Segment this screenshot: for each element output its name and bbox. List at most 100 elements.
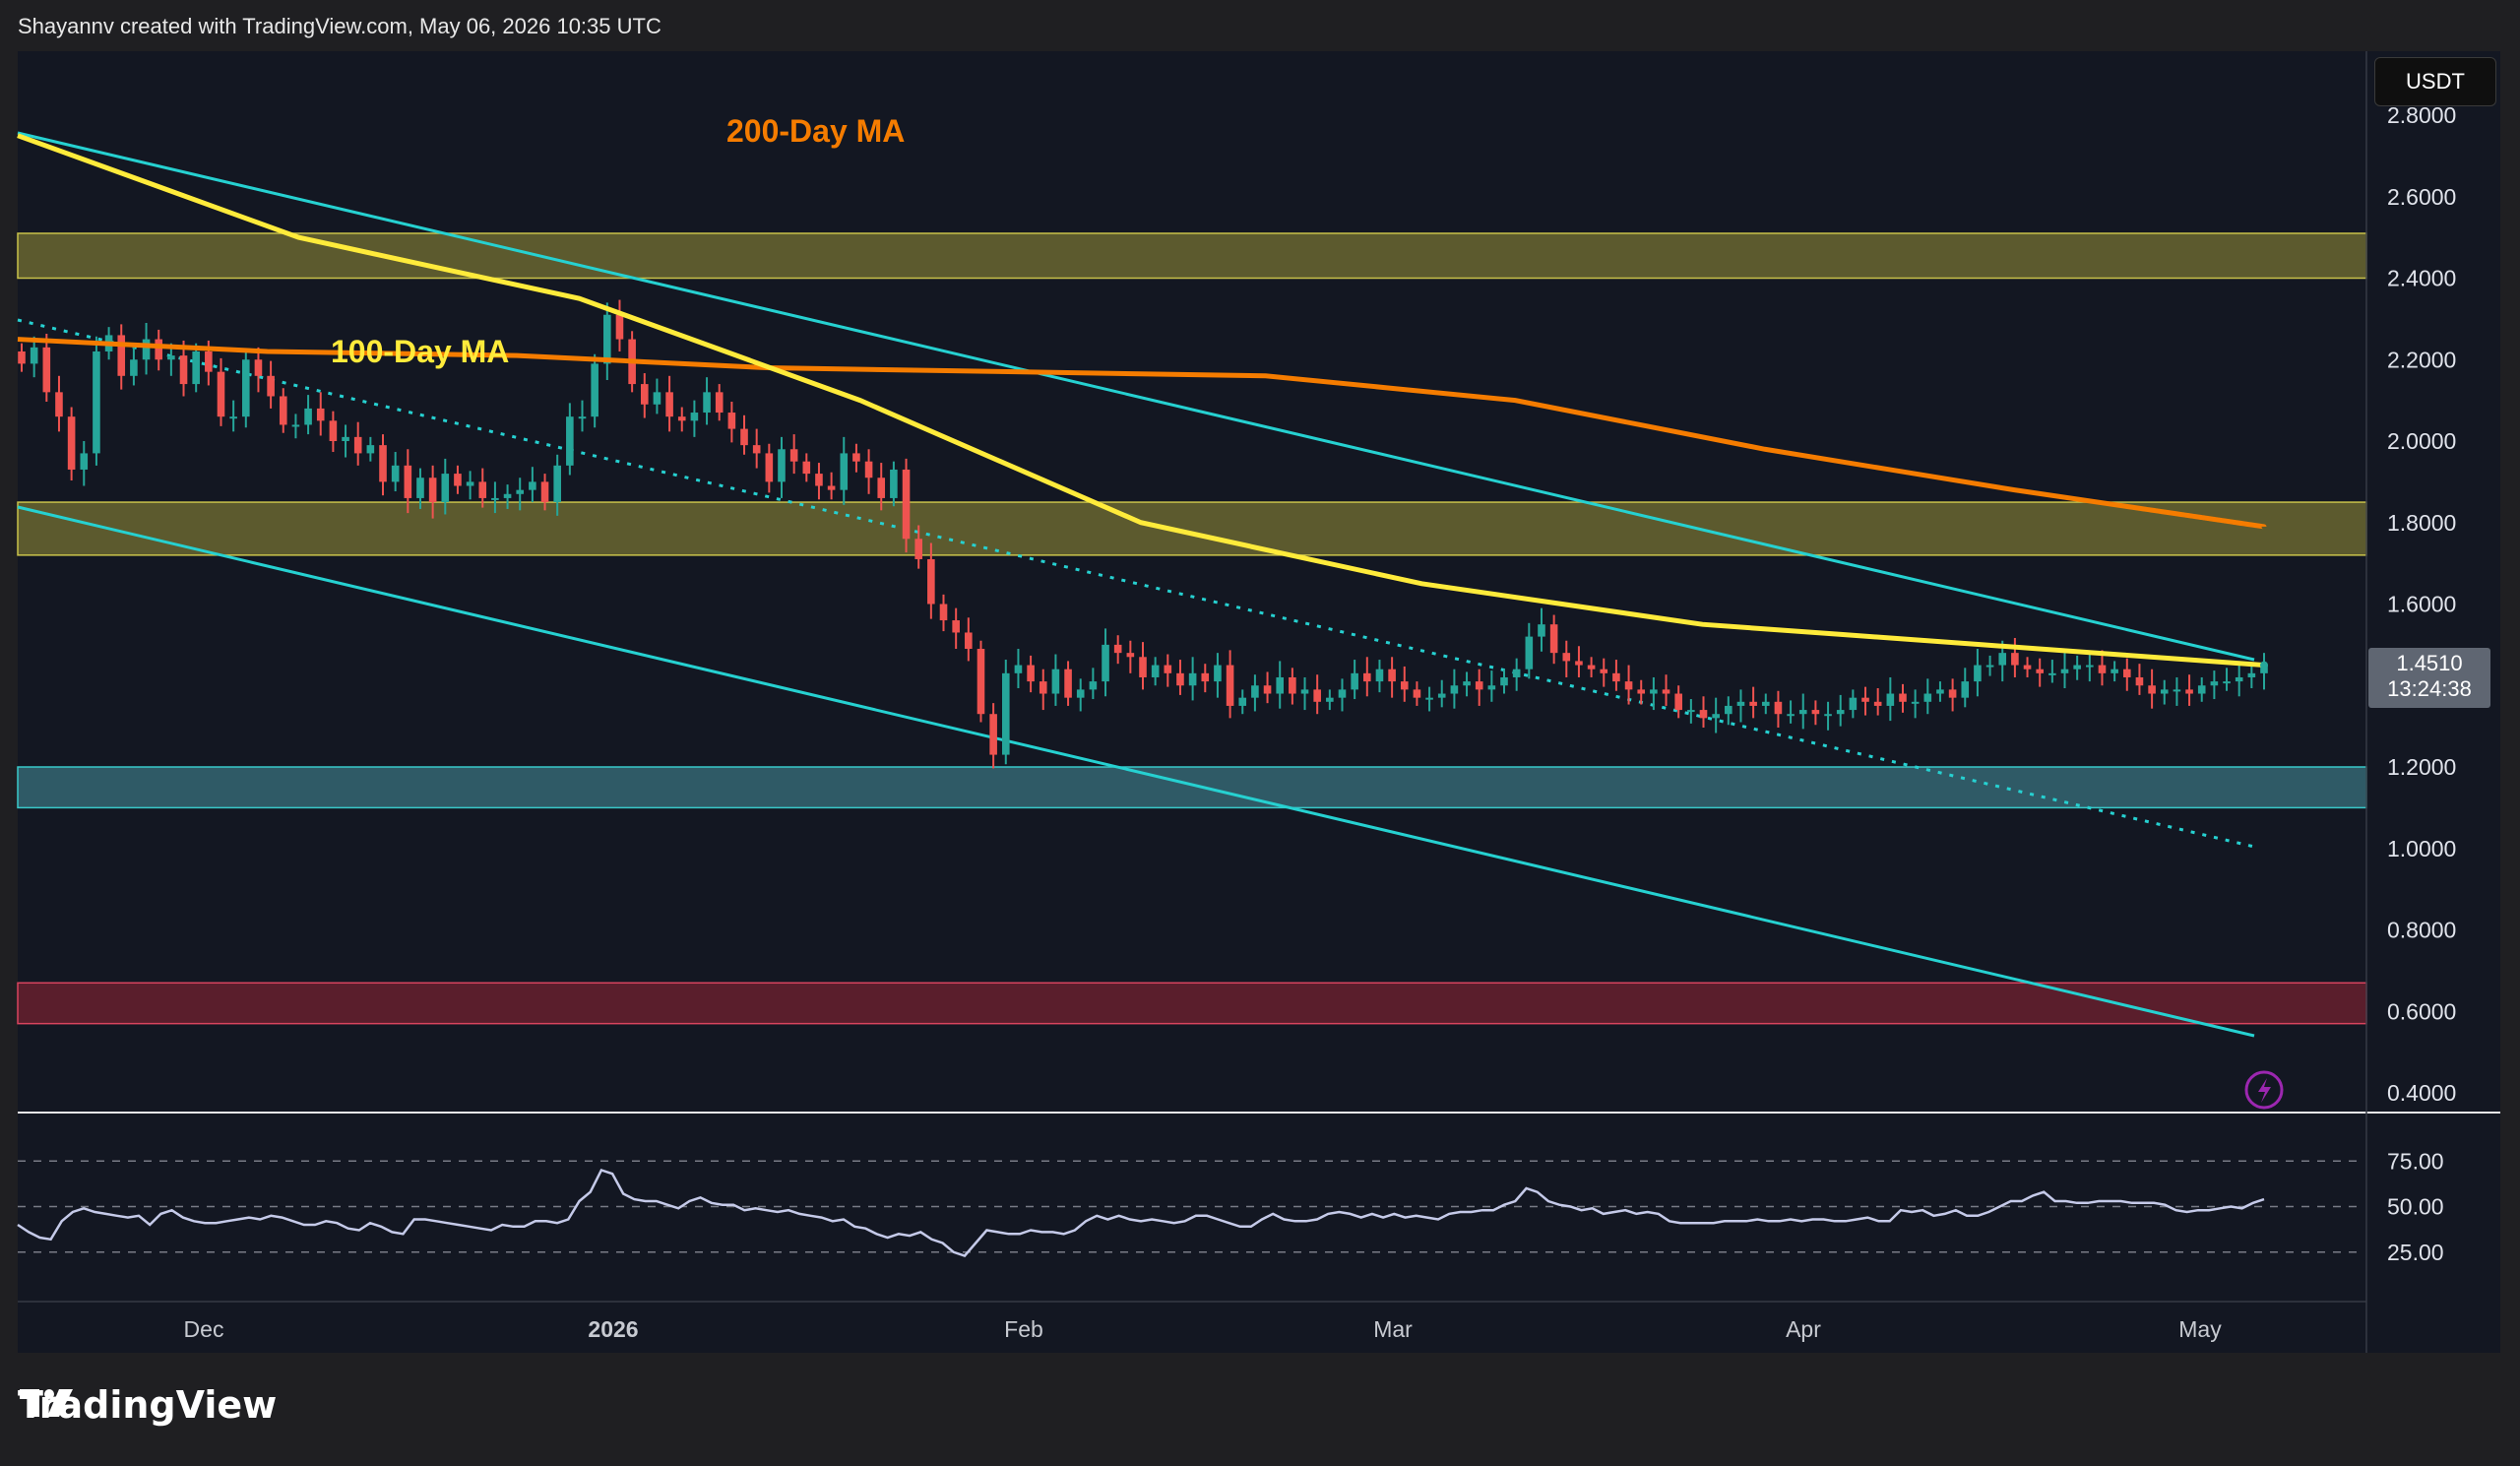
candle-body xyxy=(1948,689,1957,698)
candle-body xyxy=(2073,665,2081,669)
candle-body xyxy=(1674,693,1682,711)
candle-body xyxy=(852,453,860,462)
channel-upper-line xyxy=(17,131,2255,662)
zone-teal-2 xyxy=(17,766,2367,809)
candle-body xyxy=(2098,665,2107,673)
candle-body xyxy=(1974,665,1982,682)
candle-body xyxy=(877,478,886,498)
candle-body xyxy=(2023,665,2032,669)
candle-body xyxy=(42,347,51,393)
candle-body xyxy=(965,632,973,650)
candle-body xyxy=(267,375,275,397)
candle-body xyxy=(1849,697,1858,711)
candle-body xyxy=(2160,689,2169,694)
candle-body xyxy=(2235,676,2243,682)
candle-body xyxy=(1463,681,1471,686)
ma100-label: 100-Day MA xyxy=(331,334,509,369)
candle-body xyxy=(1437,693,1446,698)
candle-body xyxy=(454,474,462,486)
candle-body xyxy=(30,347,38,364)
currency-selector[interactable]: USDT xyxy=(2374,57,2496,106)
rsi-line xyxy=(17,1168,2265,1257)
candle-body xyxy=(653,392,662,405)
candle-body xyxy=(117,335,126,376)
candle-body xyxy=(1774,701,1783,715)
candle-body xyxy=(1238,697,1247,706)
candle-body xyxy=(2223,681,2231,684)
tradingview-brand[interactable]: TradingView xyxy=(18,1383,277,1427)
candle-body xyxy=(130,359,138,376)
candle-body xyxy=(1624,681,1633,690)
candle-body xyxy=(703,392,711,414)
candle-body xyxy=(591,363,598,417)
candle-body xyxy=(1001,672,1010,755)
candle-body xyxy=(1936,689,1944,694)
candle-body xyxy=(428,478,437,503)
channel-lower-line xyxy=(17,505,2255,1038)
candle-body xyxy=(1027,665,1035,682)
candle-body xyxy=(1139,657,1147,677)
candle-body xyxy=(1338,689,1347,698)
price-tick-label: 0.6000 xyxy=(2387,998,2456,1024)
candle-body xyxy=(864,461,873,478)
candle-body xyxy=(1899,693,1907,702)
candle-body xyxy=(1650,689,1658,694)
candle-body xyxy=(540,481,549,503)
zone-yellow-1 xyxy=(17,501,2367,556)
candle-body xyxy=(890,469,898,498)
candle-body xyxy=(1861,697,1869,702)
lightning-icon xyxy=(2258,1078,2271,1103)
candle-body xyxy=(179,355,188,385)
candle-body xyxy=(1923,693,1932,702)
lightning-icon-ring xyxy=(2244,1070,2284,1110)
candle-body xyxy=(1612,672,1620,682)
candle-body xyxy=(93,351,100,454)
candle-body xyxy=(1064,669,1072,698)
candle-body xyxy=(1562,653,1571,662)
candle-body xyxy=(1538,624,1545,637)
candle-body xyxy=(1263,685,1272,694)
candle-body xyxy=(1487,685,1496,690)
candle-body xyxy=(205,351,213,372)
channel-mid-dotted-line xyxy=(17,318,2255,849)
last-price-value: 1.4510 xyxy=(2396,651,2463,675)
price-tick-label: 2.6000 xyxy=(2387,184,2456,210)
candle-body xyxy=(1300,689,1309,694)
candle-body xyxy=(1985,665,1994,668)
candle-body xyxy=(902,469,911,540)
candle-body xyxy=(778,449,786,482)
candle-body xyxy=(1113,644,1122,654)
candle-body xyxy=(1873,701,1882,706)
candle-body xyxy=(1188,672,1197,686)
candle-body xyxy=(2048,672,2056,675)
candle-body xyxy=(1475,681,1483,690)
candle-body xyxy=(765,453,774,482)
rsi-tick-label: 50.00 xyxy=(2387,1194,2444,1220)
candle-body xyxy=(404,465,412,498)
candle-body xyxy=(1600,669,1608,673)
candle-body xyxy=(1811,710,1820,715)
candle-body xyxy=(1500,676,1508,686)
candle-body xyxy=(578,416,587,419)
candle-body xyxy=(1575,661,1583,666)
candle-body xyxy=(2110,669,2118,673)
candle-body xyxy=(1226,665,1234,706)
candle-body xyxy=(1836,710,1845,715)
zone-red-3 xyxy=(17,982,2367,1025)
candle-body xyxy=(1276,676,1285,694)
candle-body xyxy=(566,416,574,466)
candle-body xyxy=(1749,701,1757,706)
candle-body xyxy=(677,416,686,421)
price-tick-label: 1.2000 xyxy=(2387,754,2456,780)
candle-body xyxy=(1151,665,1160,677)
candle-body xyxy=(1251,685,1259,698)
candle-body xyxy=(939,604,948,621)
time-tick-label: Feb xyxy=(1004,1316,1043,1342)
candle-body xyxy=(529,481,536,490)
candle-body xyxy=(553,465,561,503)
candle-body xyxy=(478,481,487,498)
candle-body xyxy=(2060,669,2069,673)
candle-body xyxy=(516,489,525,494)
candle-body xyxy=(1736,701,1745,706)
